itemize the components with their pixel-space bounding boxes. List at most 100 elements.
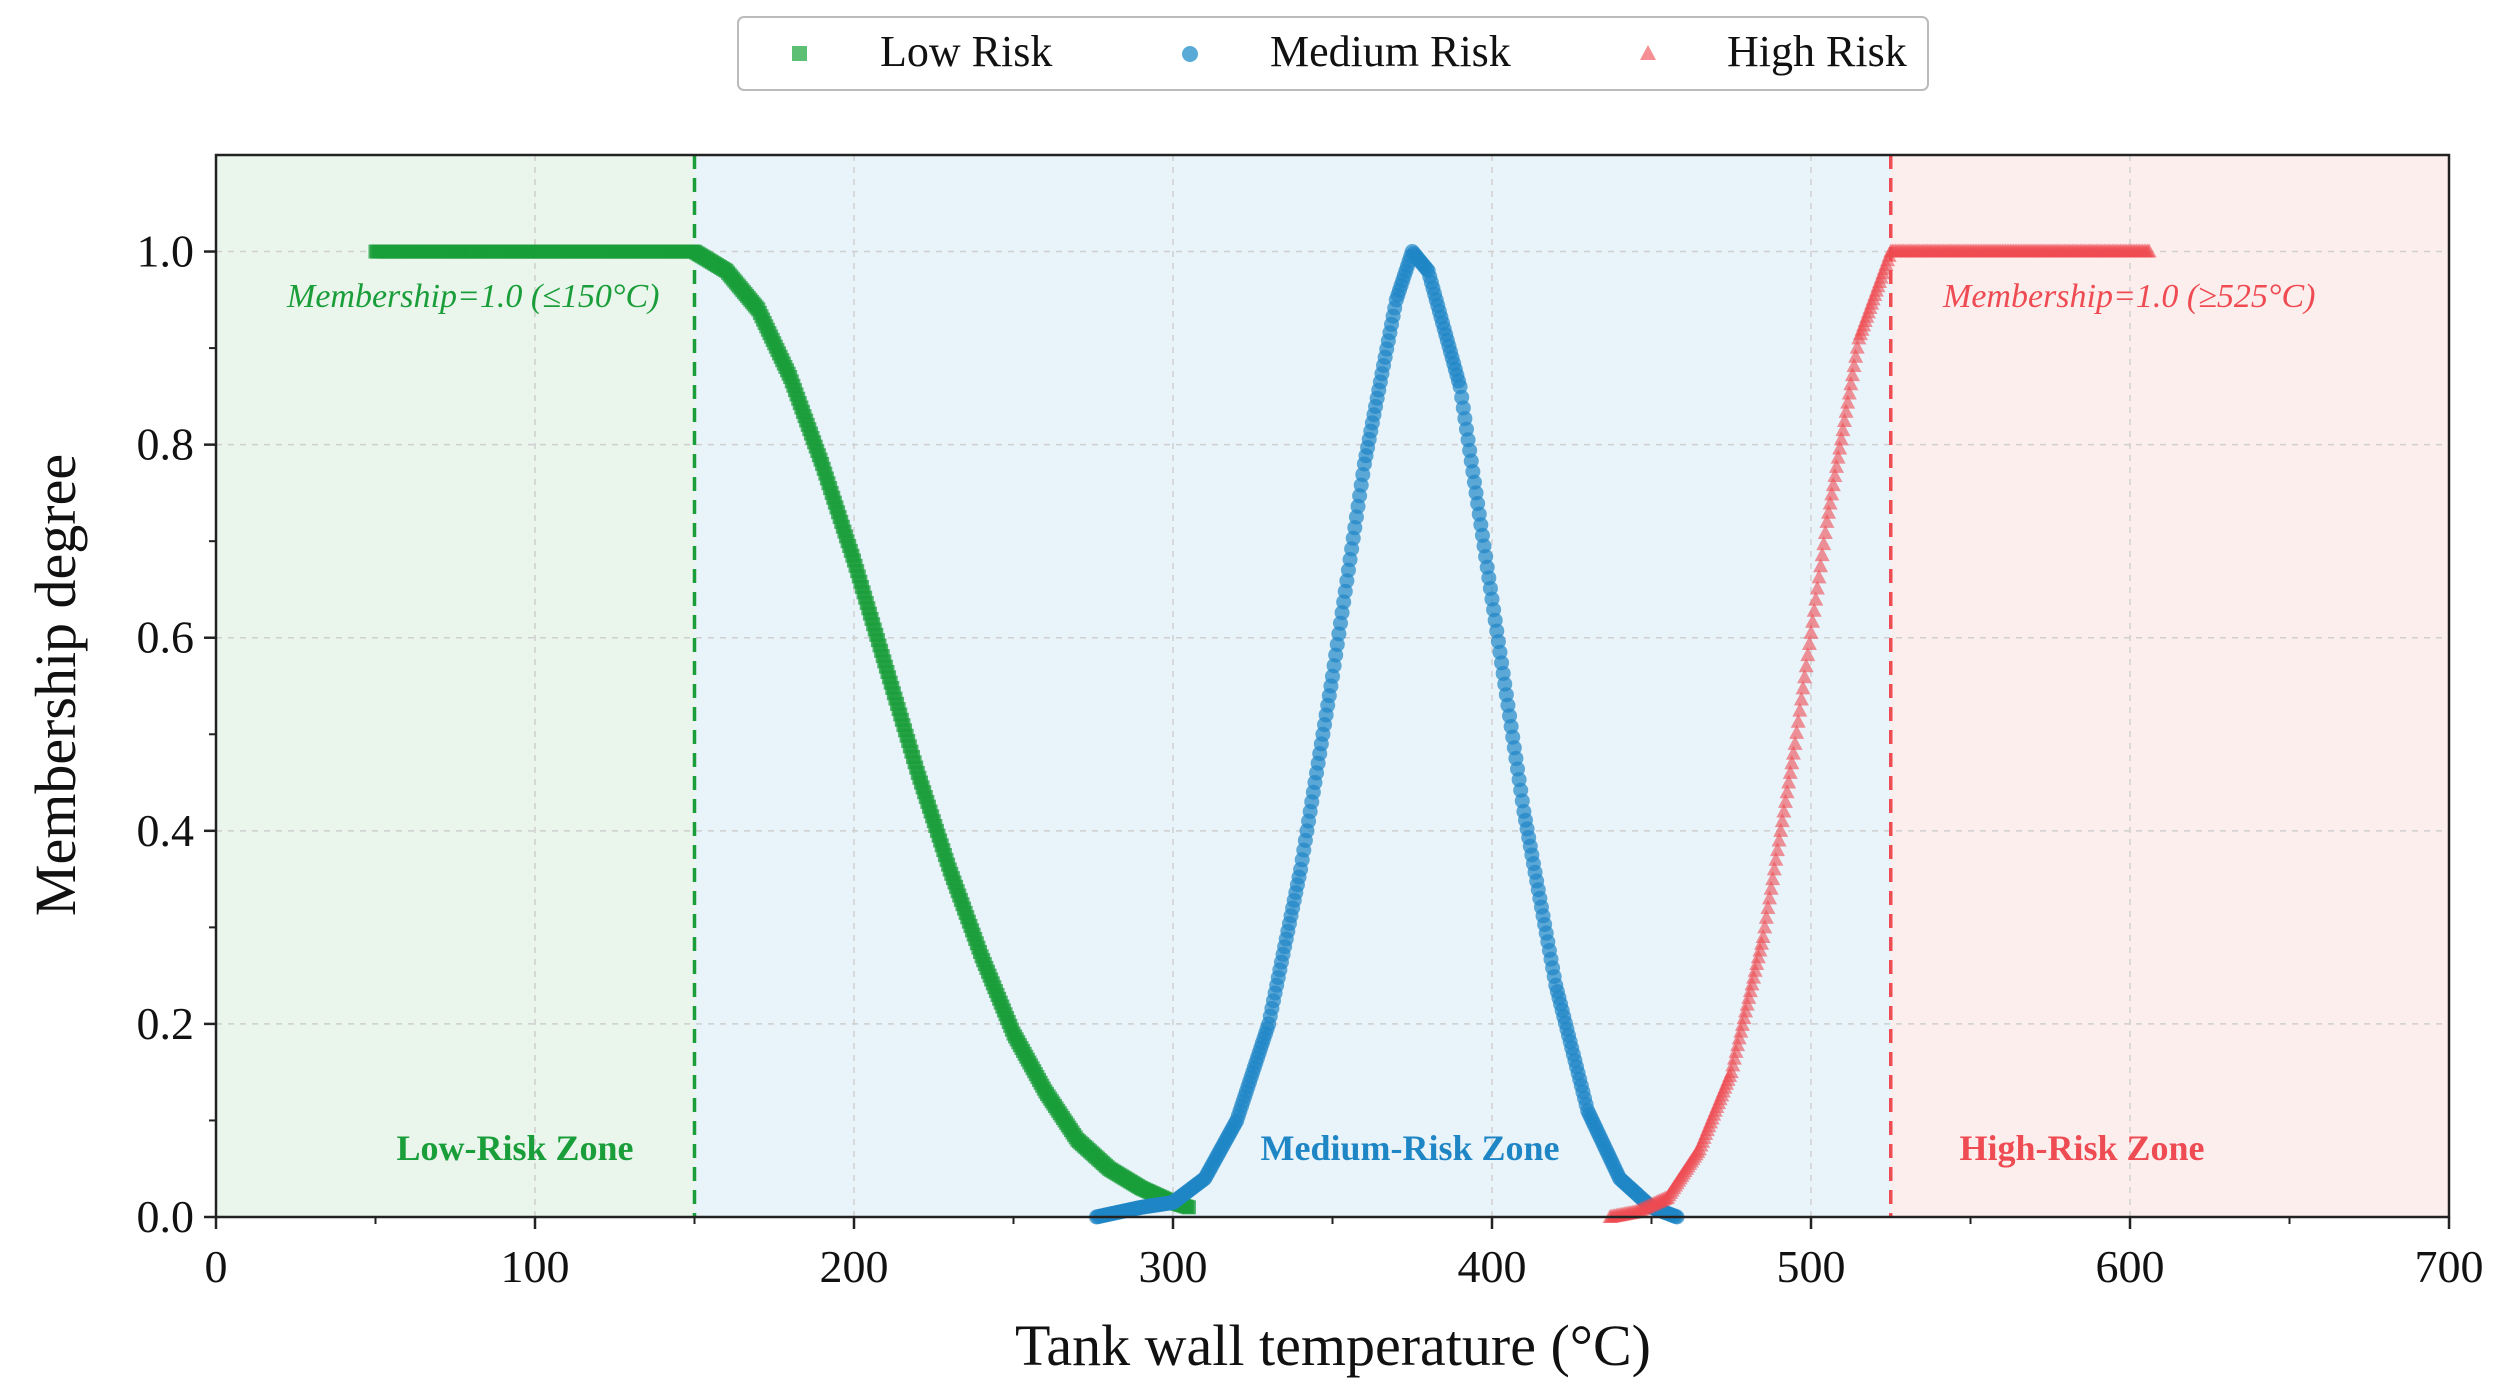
point-high-147 [1836,412,1852,427]
point-high-121 [1795,680,1811,695]
point-high-100 [1762,890,1778,905]
point-high-110 [1777,793,1793,808]
point-high-127 [1805,613,1821,628]
zone-label-high: High-Risk Zone [1959,1128,2204,1168]
axis-ticks: 0 100 200 300 400 500 600 700 0.0 0.2 0.4 0.6 0.8 1.0 [137,226,2484,1292]
point-high-150 [1841,385,1857,400]
point-high-138 [1822,495,1838,510]
point-high-142 [1829,458,1845,473]
zone-bg-0 [216,155,695,1217]
y-axis-title: Membership degree [23,454,88,916]
y-tick-label-2: 0.4 [137,805,195,856]
x-tick-label-3: 300 [1139,1241,1208,1292]
point-high-134 [1816,536,1832,551]
point-high-109 [1776,803,1792,818]
point-high-135 [1817,524,1833,539]
point-high-125 [1801,636,1817,651]
point-high-145 [1833,431,1849,446]
point-low-510 [1181,1200,1196,1215]
point-high-144 [1832,440,1848,455]
point-high-116 [1787,735,1803,750]
point-high-153 [1846,357,1862,372]
point-high-140 [1825,477,1841,492]
point-high-132 [1813,558,1829,573]
point-high-113 [1782,764,1798,779]
point-high-122 [1797,669,1813,684]
point-high-112 [1781,774,1797,789]
point-high-107 [1773,822,1789,837]
point-high-97 [1757,919,1773,934]
zone-label-medium: Medium-Risk Zone [1260,1128,1559,1168]
point-high-146 [1835,422,1851,437]
legend-label-high: High Risk [1727,27,1907,76]
point-high-115 [1785,745,1801,760]
annotation-high: Membership=1.0 (≥525°C) [1942,278,2316,315]
point-high-131 [1811,569,1827,584]
legend-frame [737,16,1929,91]
point-high-120 [1793,691,1809,706]
point-high-149 [1840,394,1856,409]
point-high-102 [1765,871,1781,886]
x-tick-label-0: 0 [205,1241,228,1292]
point-high-98 [1758,909,1774,924]
point-high-129 [1808,591,1824,606]
point-high-126 [1803,624,1819,639]
legend-label-medium: Medium Risk [1270,27,1511,76]
point-high-141 [1827,468,1843,483]
legend-marker-high [1640,45,1656,60]
threshold-lines [692,155,1893,1217]
x-tick-label-2: 200 [820,1241,889,1292]
point-high-108 [1774,813,1790,828]
zone-bg-1 [694,155,1891,1217]
point-high-99 [1760,900,1776,915]
point-high-130 [1809,580,1825,595]
point-high-111 [1779,784,1795,799]
point-high-143 [1830,449,1846,464]
point-high-124 [1800,647,1816,662]
point-high-133 [1814,547,1830,562]
point-high-105 [1770,842,1786,857]
point-high-118 [1790,713,1806,728]
point-high-103 [1766,861,1782,876]
point-high-136 [1819,513,1835,528]
x-tick-label-5: 500 [1777,1241,1846,1292]
zone-bg-2 [1890,155,2449,1217]
point-high-139 [1824,486,1840,501]
point-high-151 [1843,376,1859,391]
legend-marker-low [792,46,807,61]
point-high-155 [1849,339,1865,354]
point-high-128 [1806,602,1822,617]
point-high-119 [1792,702,1808,717]
legend-marker-medium [1182,46,1198,62]
y-tick-label-0: 0.0 [137,1191,195,1242]
point-high-114 [1784,755,1800,770]
y-tick-label-4: 0.8 [137,419,195,470]
annotation-low: Membership=1.0 (≤150°C) [286,278,660,315]
legend-label-low: Low Risk [880,27,1052,76]
x-tick-label-7: 700 [2415,1241,2484,1292]
point-high-104 [1768,851,1784,866]
legend: Low Risk Medium Risk High Risk [737,16,1929,91]
point-high-101 [1763,880,1779,895]
point-high-96 [1755,929,1771,944]
y-tick-label-3: 0.6 [137,612,195,663]
x-tick-label-1: 100 [501,1241,570,1292]
x-axis-title: Tank wall temperature (°C) [1015,1313,1651,1378]
point-high-106 [1771,832,1787,847]
y-tick-label-5: 1.0 [137,226,195,277]
point-high-117 [1789,724,1805,739]
zone-backgrounds [216,155,2449,1217]
zone-label-low: Low-Risk Zone [396,1128,633,1168]
point-high-338 [2141,243,2157,258]
point-high-123 [1798,658,1814,673]
x-tick-label-4: 400 [1458,1241,1527,1292]
series-0 [368,244,1196,1215]
data-points [368,243,2157,1225]
y-tick-label-1: 0.2 [137,998,195,1049]
x-tick-label-6: 600 [2096,1241,2165,1292]
point-high-152 [1844,367,1860,382]
point-high-148 [1838,403,1854,418]
point-high-137 [1821,504,1837,519]
point-high-154 [1848,348,1864,363]
